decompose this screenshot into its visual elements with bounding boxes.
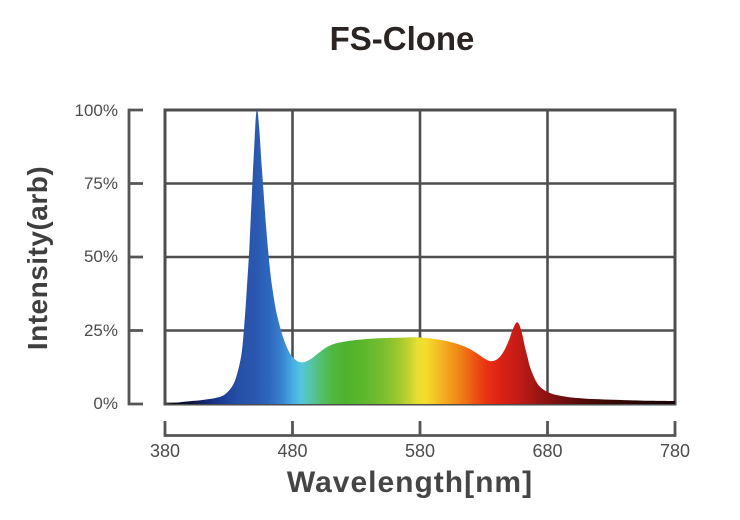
y-axis-bracket — [127, 108, 143, 406]
x-tick-780: 780 — [659, 441, 691, 461]
x-tick-680: 680 — [532, 441, 563, 461]
spectrum-area — [165, 110, 675, 404]
y-tick-75pct: 75% — [83, 173, 118, 193]
x-tick-380: 380 — [149, 441, 181, 461]
x-axis-label: Wavelength[nm] — [286, 466, 534, 499]
y-tick-50pct: 50% — [83, 247, 118, 266]
y-tick-100pct: 100% — [74, 101, 118, 120]
chart-title: FS-Clone — [329, 20, 475, 57]
x-axis-bracket — [163, 421, 677, 437]
y-tick-25pct: 25% — [83, 320, 118, 340]
x-tick-580: 580 — [404, 441, 436, 461]
y-tick-0pct: 0% — [93, 394, 118, 413]
x-tick-480: 480 — [277, 441, 308, 461]
